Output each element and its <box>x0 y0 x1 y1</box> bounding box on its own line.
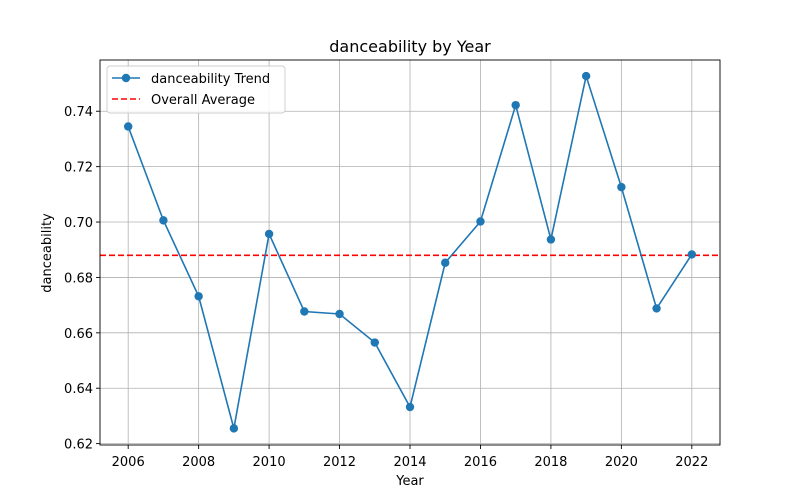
data-point <box>229 424 239 433</box>
legend-series-label: danceability Trend <box>151 72 270 87</box>
x-tick-label: 2012 <box>323 455 356 470</box>
plot-area <box>100 71 720 433</box>
x-tick-label: 2014 <box>393 455 426 470</box>
data-point <box>370 338 379 347</box>
data-point <box>159 216 168 225</box>
data-point <box>264 229 274 239</box>
data-point <box>687 250 697 259</box>
axes: 2006 2008 2010 2012 2014 2016 2018 2020 2022 0.62… <box>64 59 721 470</box>
legend-box <box>106 65 286 114</box>
data-point <box>194 292 203 301</box>
data-point <box>405 402 415 412</box>
y-tick-label: 0.66 <box>64 327 93 342</box>
data-point <box>335 309 344 319</box>
legend: danceability Trend Overall Average <box>106 65 286 114</box>
data-point <box>617 182 626 192</box>
data-point <box>546 235 556 244</box>
y-tick-label: 0.62 <box>64 438 93 453</box>
legend-average-label: Overall Average <box>151 93 255 108</box>
data-point <box>300 307 309 316</box>
data-point <box>581 71 591 81</box>
data-point <box>441 258 450 267</box>
grid <box>100 60 720 445</box>
y-tick-label: 0.70 <box>64 216 93 231</box>
y-tick-label: 0.68 <box>64 271 93 286</box>
y-tick-label: 0.74 <box>64 105 93 120</box>
data-point <box>511 100 520 110</box>
x-tick-label: 2006 <box>112 455 145 470</box>
data-point <box>123 122 133 131</box>
chart-title: danceability by Year <box>329 37 491 56</box>
x-tick-label: 2018 <box>534 455 567 470</box>
x-tick-label: 2020 <box>605 455 638 470</box>
x-tick-label: 2016 <box>464 455 497 470</box>
y-axis-label: danceability <box>40 213 55 293</box>
y-tick-label: 0.64 <box>64 382 93 397</box>
data-point <box>476 217 485 226</box>
legend-series-marker <box>121 73 131 83</box>
y-tick-label: 0.72 <box>64 161 93 176</box>
x-tick-label: 2008 <box>182 455 215 470</box>
data-point <box>652 304 661 313</box>
x-tick-label: 2010 <box>253 455 286 470</box>
x-tick-label: 2022 <box>675 455 708 470</box>
x-axis-label: Year <box>395 474 424 489</box>
